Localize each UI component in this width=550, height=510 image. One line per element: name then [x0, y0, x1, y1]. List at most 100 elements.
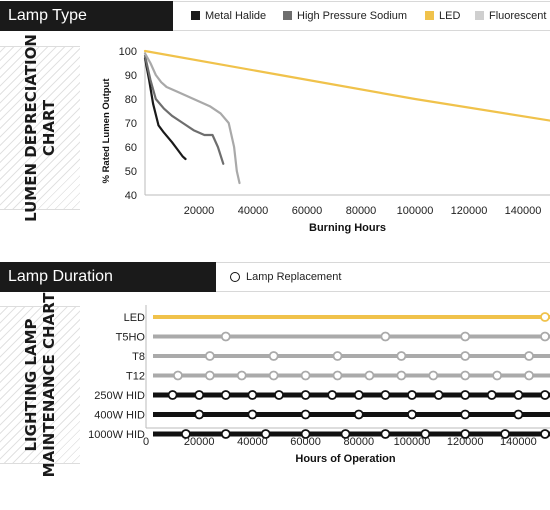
legend-label-led: LED: [439, 10, 461, 22]
replacement-marker-t12: [204, 370, 215, 381]
replacement-marker-t8: [460, 351, 471, 361]
legend-label-metal-halide: Metal Halide: [205, 10, 267, 22]
replacement-circle-icon: [230, 272, 240, 282]
y-tick-label: 80: [125, 94, 137, 106]
replacement-marker-t8: [396, 351, 407, 361]
x-tick-label: 40000: [237, 436, 268, 448]
x-tick-label: 140000: [500, 436, 537, 448]
x-tick-label: 100000: [397, 205, 434, 217]
replacement-marker-400w-hid: [194, 409, 205, 420]
replacement-marker-1000w-hid: [220, 429, 231, 439]
x-tick-label: 120000: [451, 205, 488, 217]
row-label-t8: T8: [132, 351, 145, 363]
replacement-marker-1000w-hid: [180, 429, 191, 439]
y-tick-label: 50: [125, 166, 137, 178]
replacement-marker-250w-hid: [486, 390, 497, 400]
x-tick-label: 80000: [346, 205, 377, 217]
legend-swatch-led: [425, 11, 434, 20]
legend-swatch-fluorescent: [475, 11, 484, 20]
replacement-marker-1000w-hid: [500, 429, 511, 439]
replacement-marker-400w-hid: [513, 409, 524, 420]
x-tick-label: 100000: [394, 436, 431, 448]
replacement-marker-250w-hid: [247, 390, 258, 400]
replacement-marker-led: [540, 312, 550, 322]
row-label-led: LED: [124, 312, 145, 324]
y-tick-label: 60: [125, 142, 137, 154]
replacement-marker-t8: [204, 351, 215, 361]
replacement-marker-1000w-hid: [380, 429, 391, 439]
replacement-marker-250w-hid: [513, 390, 524, 400]
replacement-marker-t12: [173, 370, 183, 381]
row-label-t5ho: T5HO: [116, 332, 146, 344]
row-label-400w-hid: 400W HID: [94, 410, 145, 422]
lamp-type-title: Lamp Type: [0, 1, 173, 31]
replacement-marker-t8: [332, 351, 343, 361]
x-axis-title: Burning Hours: [309, 222, 386, 234]
y-tick-label: 70: [125, 118, 137, 130]
legend-item-led: LED: [425, 2, 460, 30]
legend-swatch-hps: [283, 11, 292, 20]
replacement-marker-250w-hid: [353, 390, 364, 400]
replacement-marker-250w-hid: [220, 390, 231, 400]
replacement-marker-250w-hid: [194, 390, 205, 400]
replacement-marker-1000w-hid: [260, 429, 271, 439]
lumen-depreciation-chart: 40 50 60 70 80 90 100 20000 40000 60000 80000 10000…: [101, 46, 550, 234]
row-label-t12: T12: [126, 371, 145, 383]
row-label-1000w-hid: 1000W HID: [88, 429, 145, 441]
replacement-marker-250w-hid: [327, 390, 338, 400]
x-tick-label: 60000: [292, 205, 323, 217]
lamp-type-header: Lamp Type Metal Halide High Pressure Sod…: [0, 1, 550, 31]
y-tick-label: 90: [125, 70, 137, 82]
replacement-marker-t5ho: [220, 331, 231, 342]
y-tick-label: 40: [125, 190, 137, 202]
y-tick-label: 100: [119, 46, 137, 58]
legend-item-metal-halide: Metal Halide: [191, 2, 266, 30]
replacement-marker-1000w-hid: [460, 429, 471, 439]
replacement-marker-400w-hid: [460, 409, 471, 420]
x-tick-label: 140000: [505, 205, 542, 217]
replacement-marker-1000w-hid: [340, 429, 351, 439]
replacement-marker-t12: [492, 370, 503, 381]
legend-swatch-metal-halide: [191, 11, 200, 20]
x-tick-label: 80000: [344, 436, 375, 448]
row-label-250w-hid: 250W HID: [94, 390, 145, 402]
replacement-marker-250w-hid: [380, 390, 391, 400]
replacement-marker-t8: [524, 351, 534, 361]
replacement-marker-400w-hid: [353, 409, 364, 420]
lamp-duration-legend: Lamp Replacement: [216, 262, 550, 292]
replacement-marker-t12: [460, 370, 471, 381]
replacement-marker-1000w-hid: [420, 429, 431, 439]
series-line-metal-halide: [143, 57, 187, 161]
legend-item-lamp-replacement: Lamp Replacement: [230, 263, 341, 291]
replacement-marker-t12: [396, 370, 407, 381]
x-tick-label: 60000: [290, 436, 321, 448]
replacement-marker-250w-hid: [433, 390, 444, 400]
replacement-marker-t5ho: [380, 331, 391, 342]
lamp-duration-header: Lamp Duration Lamp Replacement: [0, 262, 550, 292]
x-tick-label: 40000: [238, 205, 269, 217]
y-axis-title: % Rated Lumen Output: [101, 78, 112, 184]
replacement-marker-t8: [268, 351, 279, 361]
replacement-marker-400w-hid: [247, 409, 258, 420]
series-line-led: [143, 49, 550, 122]
replacement-marker-t12: [428, 370, 439, 381]
lamp-duration-title: Lamp Duration: [0, 262, 216, 292]
replacement-marker-400w-hid: [407, 409, 417, 420]
legend-label-hps: High Pressure Sodium: [297, 10, 408, 22]
legend-item-hps: High Pressure Sodium: [283, 2, 407, 30]
replacement-marker-1000w-hid: [540, 429, 550, 439]
series-line-high-pressure-sodium: [143, 54, 225, 165]
replacement-marker-t12: [364, 370, 375, 381]
legend-label-fluorescent: Fluorescent: [489, 10, 547, 22]
lumen-depreciation-side-label: LUMEN DEPRECIATION CHART: [0, 34, 80, 222]
replacement-marker-t12: [268, 370, 279, 381]
replacement-marker-250w-hid: [540, 390, 550, 400]
replacement-marker-t5ho: [540, 331, 550, 342]
replacement-marker-250w-hid: [167, 390, 178, 400]
replacement-marker-250w-hid: [407, 390, 417, 400]
legend-label-lamp-replacement: Lamp Replacement: [246, 271, 342, 283]
x-axis-title: Hours of Operation: [295, 453, 396, 465]
replacement-marker-t12: [524, 370, 534, 381]
x-tick-label: 20000: [184, 205, 215, 217]
